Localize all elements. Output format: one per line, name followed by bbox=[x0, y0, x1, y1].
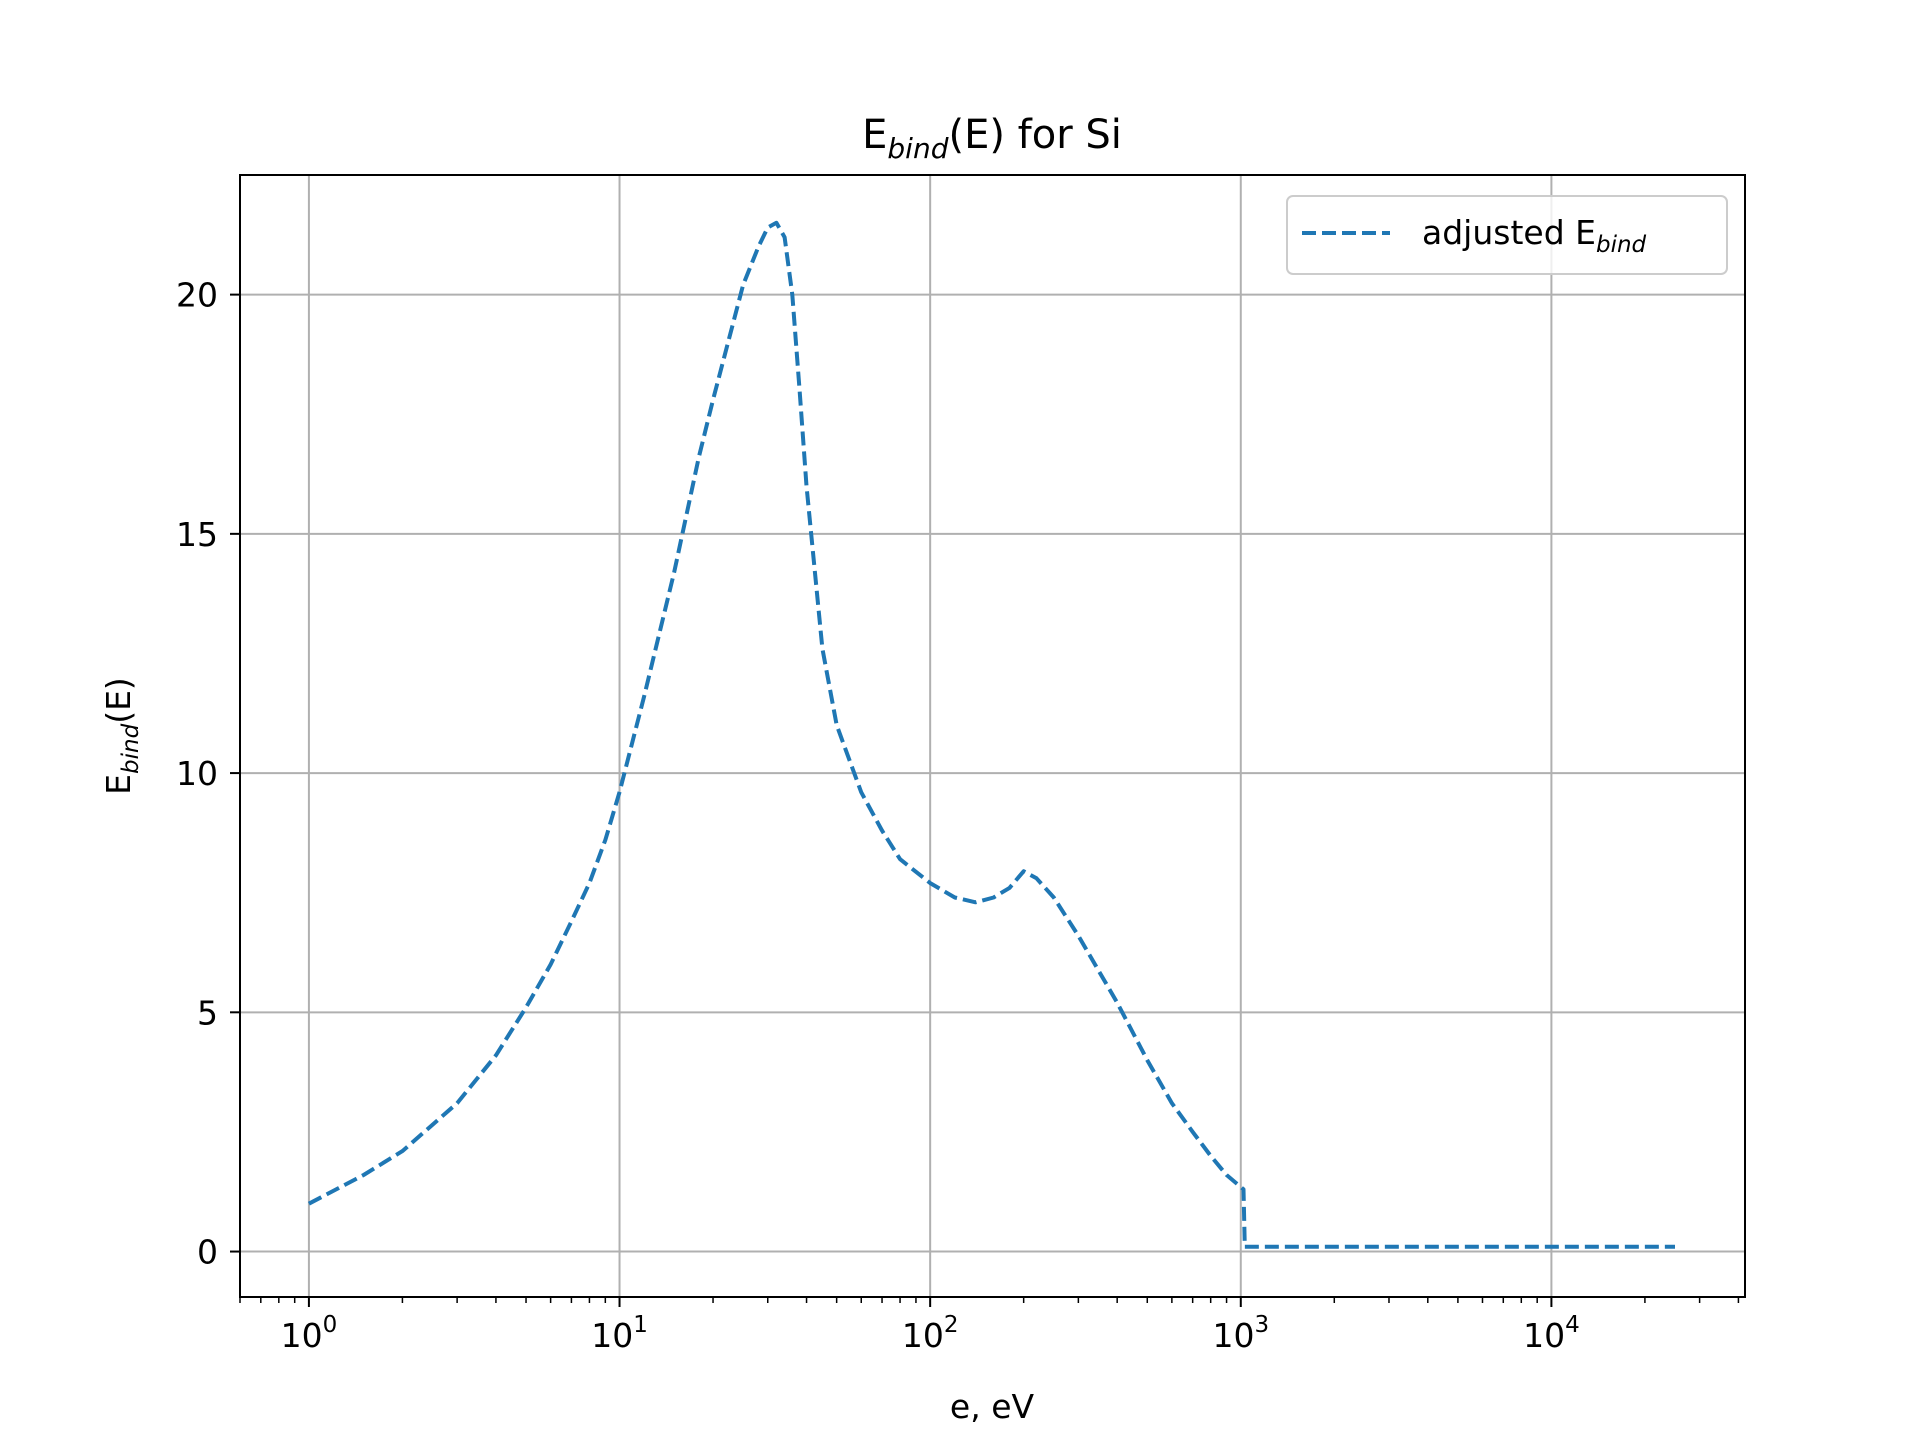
legend-label-subscript: bind bbox=[1596, 232, 1647, 258]
x-tick-label: 101 bbox=[591, 1312, 648, 1355]
chart-title-subscript: bind bbox=[887, 132, 948, 165]
x-tick-label-exponent: 3 bbox=[1254, 1312, 1269, 1338]
legend-label-main: adjusted E bbox=[1422, 213, 1596, 252]
plot-frame bbox=[239, 174, 1746, 1298]
y-tick-label: 5 bbox=[197, 993, 218, 1032]
y-axis-label-rest: (E) bbox=[99, 677, 138, 724]
x-tick-label: 103 bbox=[1212, 1312, 1269, 1355]
legend-label: adjusted Ebind bbox=[1422, 213, 1647, 258]
legend-box bbox=[1286, 195, 1728, 275]
x-tick-label-exponent: 4 bbox=[1565, 1312, 1580, 1338]
y-tick-label: 10 bbox=[176, 754, 218, 793]
y-tick-label: 15 bbox=[176, 515, 218, 554]
x-tick-label: 100 bbox=[281, 1312, 338, 1355]
legend: adjusted Ebind bbox=[1286, 195, 1728, 275]
x-tick-label-exponent: 2 bbox=[944, 1312, 959, 1338]
chart-title-rest: (E) for Si bbox=[948, 112, 1121, 158]
y-tick-label: 20 bbox=[176, 276, 218, 315]
series-line bbox=[307, 220, 1675, 1249]
x-tick-label: 104 bbox=[1523, 1312, 1580, 1355]
x-tick-label-base: 10 bbox=[1212, 1316, 1254, 1355]
chart-title-main: E bbox=[862, 112, 887, 158]
y-axis-label-subscript: bind bbox=[118, 723, 144, 774]
x-axis-label: e, eV bbox=[950, 1387, 1035, 1426]
x-tick-label-base: 10 bbox=[281, 1316, 323, 1355]
x-tick-label-base: 10 bbox=[591, 1316, 633, 1355]
x-tick-label: 102 bbox=[902, 1312, 959, 1355]
y-axis-label-main: E bbox=[99, 774, 138, 795]
x-tick-label-base: 10 bbox=[902, 1316, 944, 1355]
series-layer bbox=[307, 220, 1675, 1249]
y-tick-label: 0 bbox=[197, 1233, 218, 1272]
chart-title: Ebind(E) for Si bbox=[862, 112, 1122, 165]
x-tick-label-base: 10 bbox=[1523, 1316, 1565, 1355]
x-tick-label-exponent: 1 bbox=[633, 1312, 648, 1338]
grid bbox=[240, 175, 1745, 1297]
x-tick-label-exponent: 0 bbox=[323, 1312, 338, 1338]
y-axis-label: Ebind(E) bbox=[99, 677, 144, 795]
